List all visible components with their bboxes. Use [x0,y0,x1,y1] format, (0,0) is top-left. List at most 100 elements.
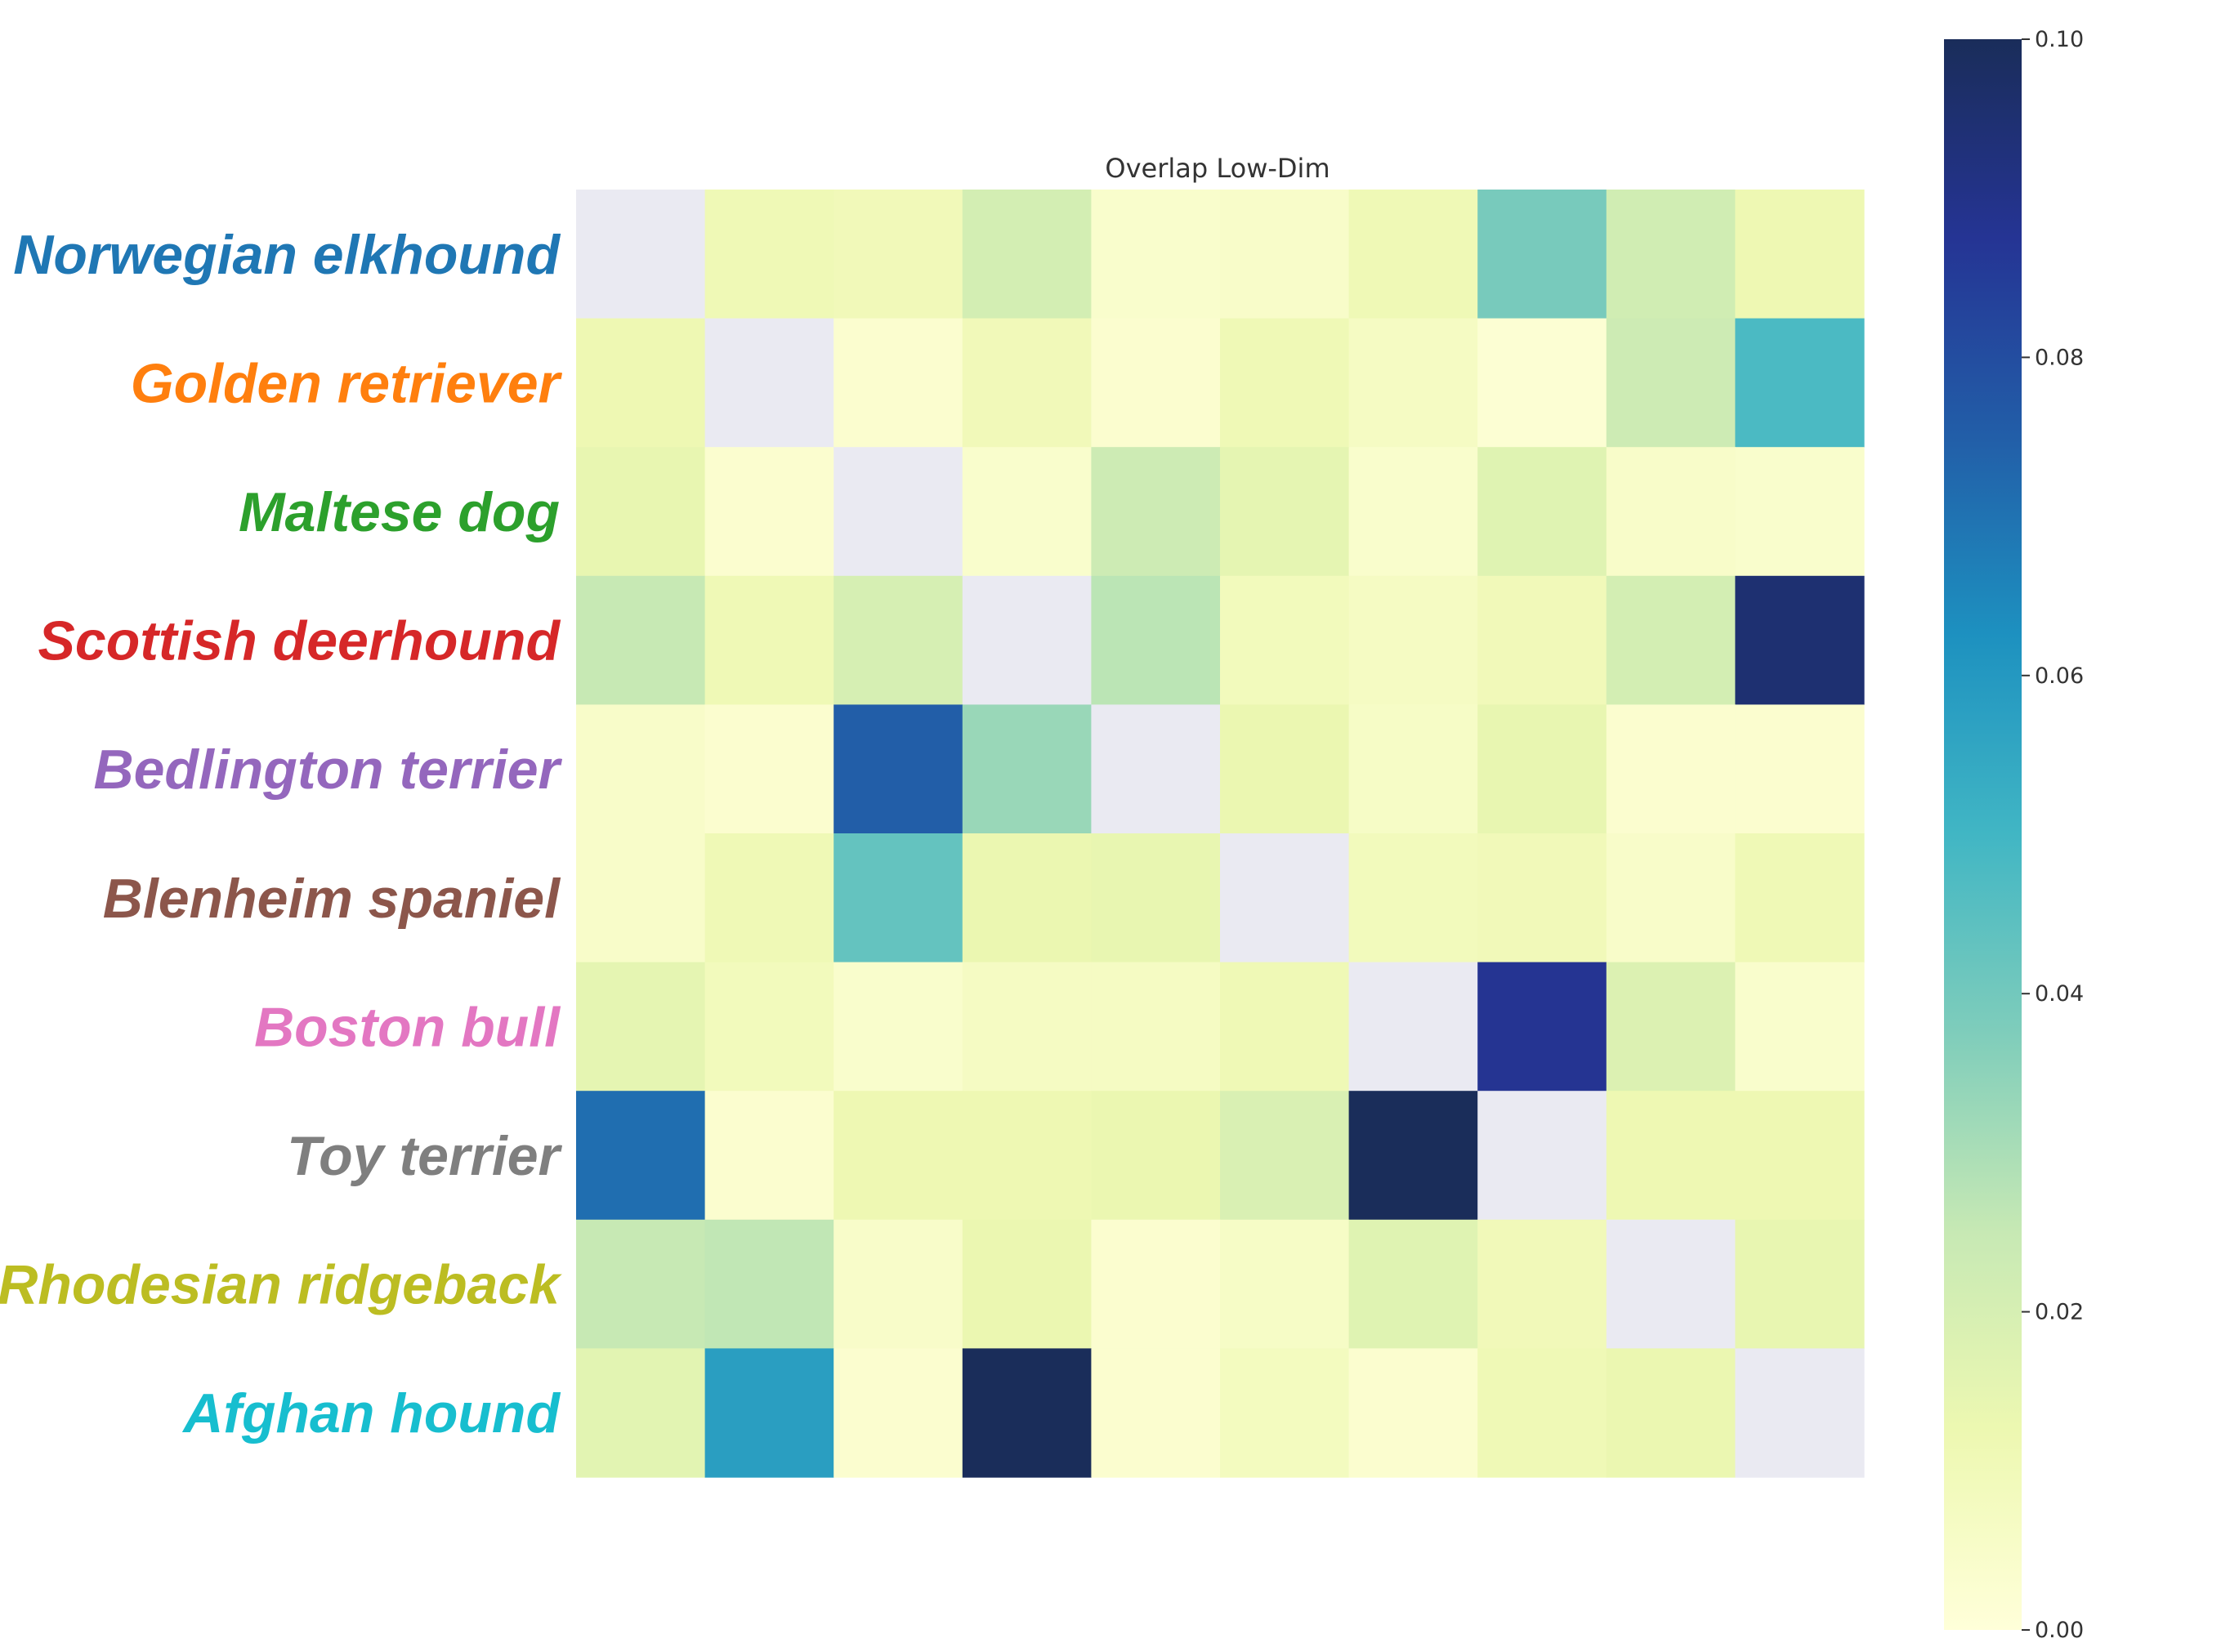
heatmap-cell [833,833,963,963]
heatmap-cell [1348,575,1478,705]
heatmap-cell [576,1348,706,1478]
heatmap-cell [1477,190,1607,319]
heatmap-cell [576,833,706,963]
heatmap-cell [704,962,834,1092]
heatmap-cell [962,190,1092,319]
row-label: Norwegian elkhound [13,224,561,286]
heatmap-cell [1220,1348,1350,1478]
heatmap-cell [1348,1091,1478,1221]
heatmap-cell [1220,318,1350,448]
heatmap-cell [833,962,963,1092]
heatmap-cell [704,1219,834,1349]
heatmap-cell [1606,962,1736,1092]
heatmap-cell [1348,1348,1478,1478]
heatmap-cell [1606,318,1736,448]
heatmap-cell [1348,447,1478,577]
heatmap-cell-diagonal [1220,833,1350,963]
heatmap-cell [704,1091,834,1221]
heatmap-cell-diagonal [576,190,706,319]
row-label: Blenheim spaniel [103,868,561,930]
heatmap-cell [576,318,706,448]
heatmap-cell [1220,190,1350,319]
heatmap-cell [1606,447,1736,577]
heatmap-cell [704,1348,834,1478]
heatmap-cell [1220,447,1350,577]
heatmap-cell [1220,1219,1350,1349]
heatmap-cell [1606,1348,1736,1478]
heatmap-cell [962,1348,1092,1478]
heatmap-cell [1091,447,1221,577]
heatmap-cell [1220,575,1350,705]
heatmap-cell [833,1348,963,1478]
heatmap-cell-diagonal [1606,1219,1736,1349]
heatmap-cell [1091,318,1221,448]
heatmap-cell [962,962,1092,1092]
heatmap-cell [1348,704,1478,834]
colorbar-bar [1944,39,2022,1630]
heatmap-cell [833,1219,963,1349]
heatmap-cell [1477,1219,1607,1349]
colorbar-tick-label: 0.00 [2035,1618,2084,1643]
heatmap-cell [962,447,1092,577]
heatmap-cells [576,190,1865,1478]
heatmap-cell [962,704,1092,834]
heatmap-cell [962,318,1092,448]
colorbar-tick-label: 0.04 [2035,981,2084,1007]
row-label: Toy terrier [287,1125,562,1187]
heatmap-cell [1477,704,1607,834]
colorbar-tick-label: 0.02 [2035,1300,2084,1325]
heatmap-cell [704,575,834,705]
heatmap-cell [576,962,706,1092]
colorbar: 0.00 0.02 0.04 0.06 0.08 0.10 [1944,27,2084,1643]
heatmap-cell [576,1091,706,1221]
heatmap-cell [1091,962,1221,1092]
colorbar-tick-label: 0.06 [2035,663,2084,689]
heatmap-cell-diagonal [962,575,1092,705]
heatmap-cell [1220,704,1350,834]
heatmap-cell [1735,447,1865,577]
heatmap-cell [576,704,706,834]
heatmap-cell [704,704,834,834]
heatmap-cell [833,318,963,448]
heatmap-cell [704,447,834,577]
heatmap-cell [1091,1348,1221,1478]
heatmap-cell [962,1219,1092,1349]
heatmap-cell [1735,575,1865,705]
heatmap-cell [1348,318,1478,448]
heatmap-cell [1477,962,1607,1092]
heatmap-cell-diagonal [704,318,834,448]
heatmap-cell [1091,1219,1221,1349]
heatmap-cell [1735,1091,1865,1221]
chart-title: Overlap Low-Dim [1105,153,1330,184]
row-label: Afghan hound [181,1382,561,1444]
row-label: Scottish deerhound [38,610,561,672]
heatmap-cell [1735,962,1865,1092]
heatmap-cell [704,190,834,319]
heatmap-cell [576,575,706,705]
heatmap-cell [1477,318,1607,448]
heatmap-cell [1220,1091,1350,1221]
heatmap-cell [833,704,963,834]
heatmap-cell [1477,447,1607,577]
row-label: Bedlington terrier [94,739,563,801]
heatmap-cell [1735,318,1865,448]
heatmap-cell [962,833,1092,963]
heatmap-cell [833,190,963,319]
heatmap-cell [1477,575,1607,705]
heatmap-cell [1091,575,1221,705]
heatmap-cell [1477,833,1607,963]
heatmap-cell [1735,190,1865,319]
row-label: Rhodesian ridgeback [0,1254,562,1316]
heatmap-cell [1735,704,1865,834]
heatmap-cell [1091,833,1221,963]
heatmap-cell-diagonal [1477,1091,1607,1221]
heatmap-cell [1220,962,1350,1092]
heatmap-cell [1091,1091,1221,1221]
heatmap-cell [1606,575,1736,705]
colorbar-tick-label: 0.08 [2035,345,2084,370]
colorbar-tick-label: 0.10 [2035,27,2084,52]
row-label: Golden retriever [131,352,563,414]
heatmap-cell [1091,190,1221,319]
heatmap-cell [1348,1219,1478,1349]
